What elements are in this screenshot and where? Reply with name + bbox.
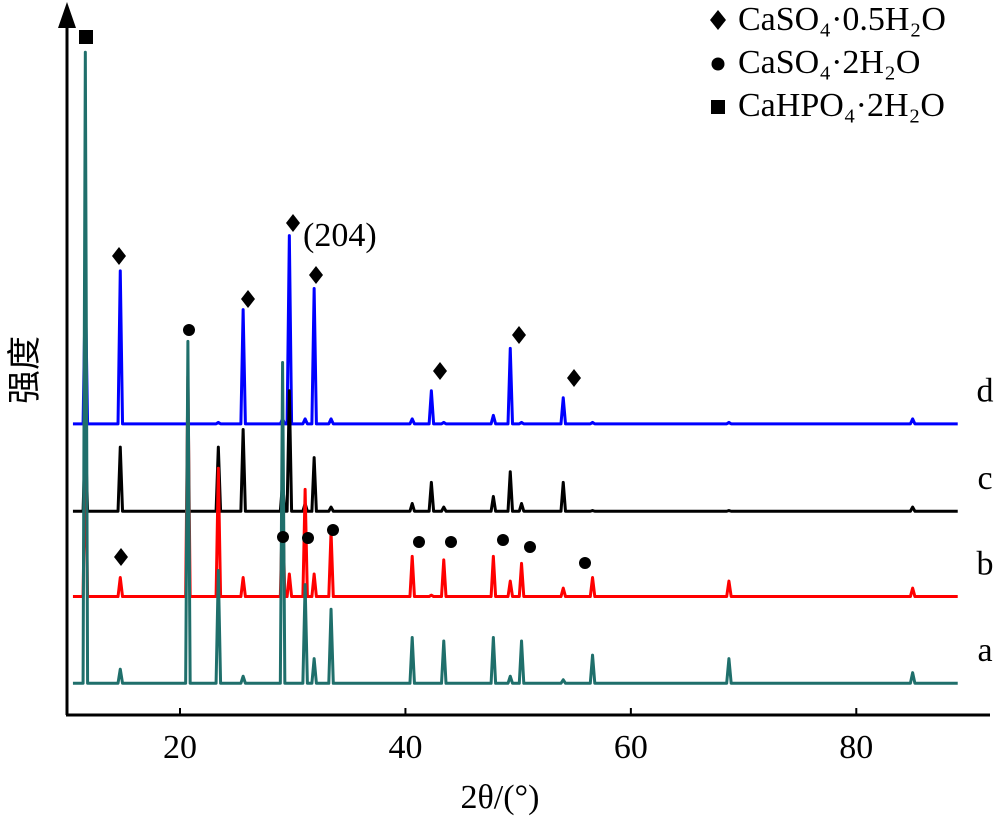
x-tick-label: 40: [388, 729, 422, 766]
circle-marker: [445, 536, 457, 548]
square-marker: [79, 30, 93, 44]
legend-label: CaHPO₄·2H₂O: [738, 87, 945, 124]
diamond-marker: [567, 369, 581, 387]
circle-marker: [183, 324, 195, 336]
x-tick-label: 80: [839, 729, 873, 766]
legend-square: [711, 100, 725, 114]
series-line: [72, 375, 958, 599]
diamond-marker: [309, 266, 323, 284]
diamond-marker: [286, 214, 300, 232]
circle-marker: [413, 536, 425, 548]
circle-marker: [327, 524, 339, 536]
series-line: [72, 50, 958, 685]
diamond-marker: [241, 290, 255, 308]
series-line: [72, 389, 958, 513]
diamond-marker: [433, 362, 447, 380]
circle-marker: [302, 532, 314, 544]
y-axis-arrow: [58, 2, 76, 28]
legend-label: CaSO₄·0.5H₂O: [738, 1, 946, 38]
legend-circle: [711, 57, 725, 71]
x-axis-label: 2θ/(°): [461, 779, 540, 816]
legend-diamond: [710, 10, 726, 30]
diamond-marker: [114, 548, 128, 566]
legend-label: CaSO₄·2H₂O: [738, 44, 920, 81]
diamond-marker: [512, 326, 526, 344]
circle-marker: [497, 534, 509, 546]
series-label: c: [977, 460, 992, 497]
plot: [72, 50, 958, 685]
annotation: (204): [303, 217, 377, 254]
phase-markers: [79, 30, 591, 569]
series-label: d: [977, 373, 994, 410]
x-tick-label: 60: [614, 729, 648, 766]
circle-marker: [277, 531, 289, 543]
series-label: a: [977, 632, 992, 669]
legend: CaSO₄·0.5H₂O CaSO₄·2H₂O CaHPO₄·2H₂O: [710, 1, 946, 124]
circle-marker: [579, 557, 591, 569]
x-tick-label: 20: [163, 729, 197, 766]
y-axis-label: 强度: [6, 336, 44, 404]
axes: [58, 2, 990, 717]
series-line: [72, 234, 958, 426]
circle-marker: [524, 541, 536, 553]
diamond-marker: [112, 247, 126, 265]
series-label: b: [977, 545, 994, 582]
